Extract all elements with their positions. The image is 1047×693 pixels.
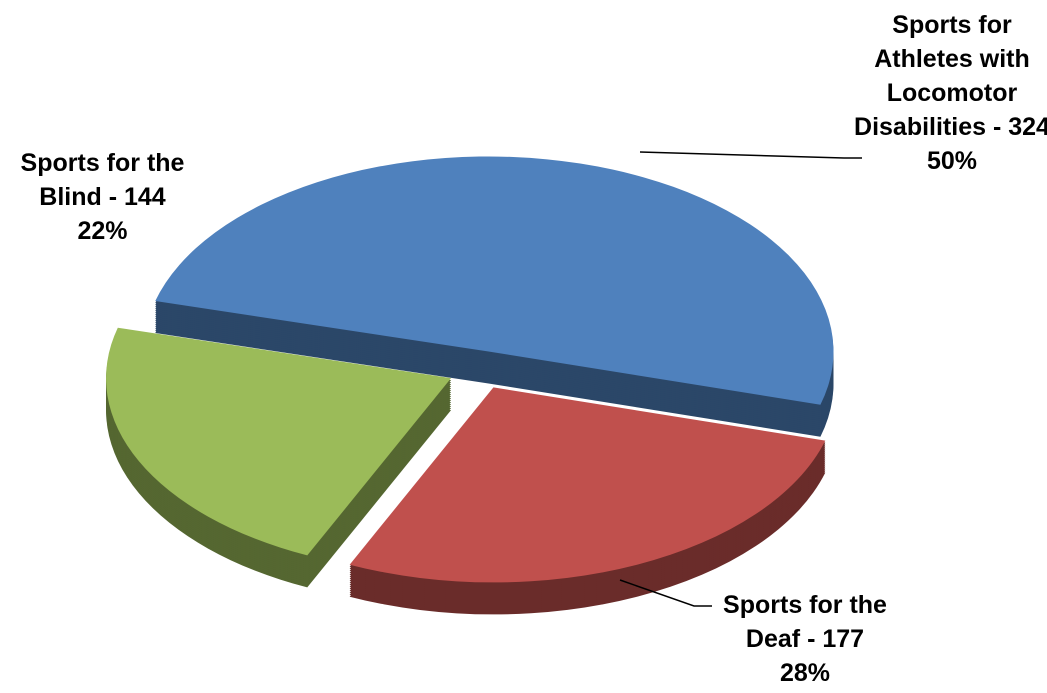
slice [349,387,826,583]
label-separator: - [108,183,118,211]
category-label: Sports for Athletes with Locomotor Disab… [854,11,1030,141]
percent-label: 28% [779,659,831,687]
value-label: 324 [1008,113,1047,141]
slice [155,156,834,405]
label-separator: - [992,113,1002,141]
leader-line [639,151,862,159]
value-label: 144 [124,183,166,211]
percent-label: 22% [77,217,128,245]
category-label: Sports for the Blind [20,149,185,211]
data-label: Sports for the Blind - 144 22% [0,146,205,248]
value-label: 177 [822,625,865,653]
label-separator: - [807,625,816,653]
percent-label: 50% [926,147,978,175]
slice [106,327,452,556]
data-label: Sports for Athletes with Locomotor Disab… [852,8,1047,178]
leader-line [619,579,712,607]
data-label: Sports for the Deaf - 177 28% [700,588,910,690]
category-label: Sports for the Deaf [723,591,887,653]
